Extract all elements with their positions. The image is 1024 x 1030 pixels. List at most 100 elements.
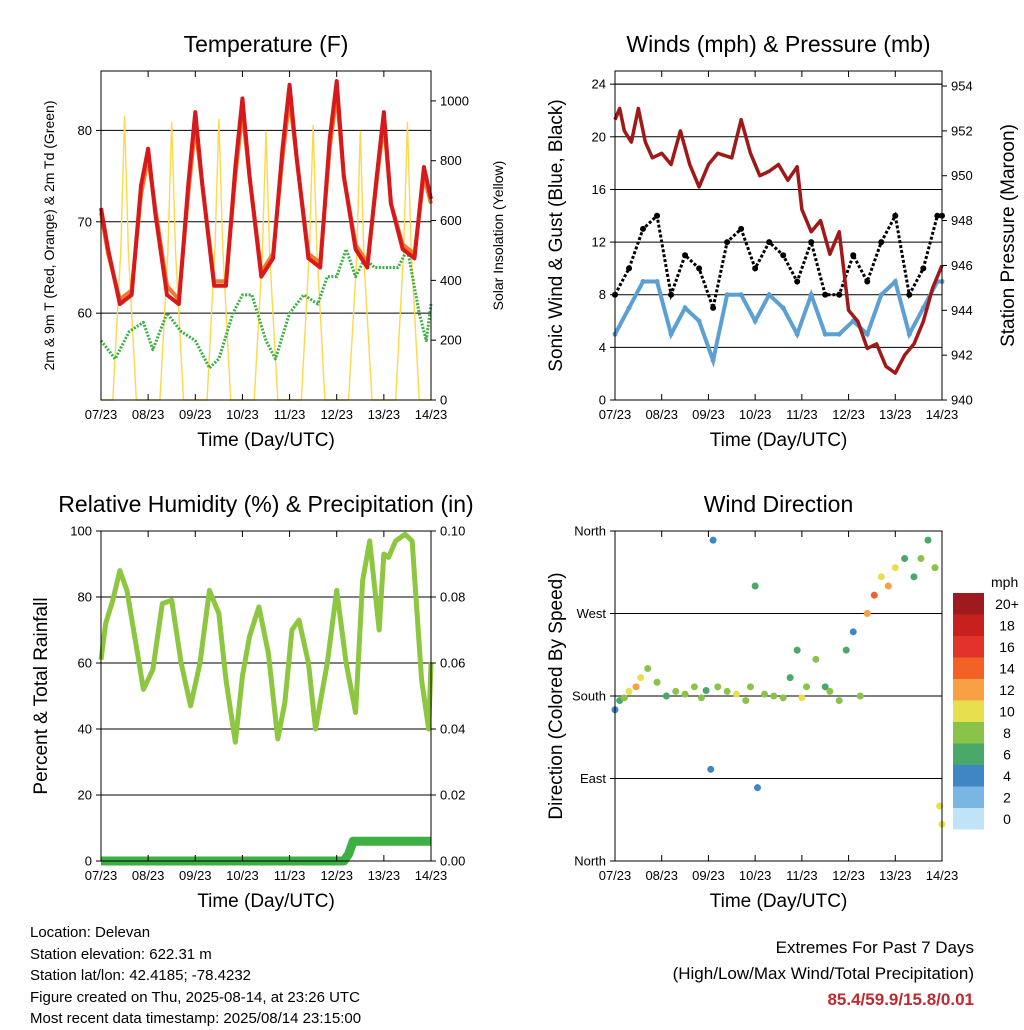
- recent-data-timestamp: Most recent data timestamp: 2025/08/14 2…: [30, 1010, 362, 1027]
- humidity-line: [98, 531, 434, 745]
- x-tick-label: 11/23: [274, 407, 306, 422]
- direction-point: [835, 697, 843, 705]
- direction-point: [690, 683, 698, 691]
- gust-point: [836, 291, 843, 298]
- direction-point: [924, 536, 932, 544]
- wind-point: [640, 279, 646, 285]
- gust-point: [640, 225, 647, 232]
- y-right-tick-label: 0.00: [440, 854, 465, 869]
- x-axis-label: Time (Day/UTC): [710, 430, 848, 451]
- direction-point: [856, 692, 864, 700]
- direction-point: [742, 697, 750, 705]
- y-tick-label: 70: [78, 214, 92, 229]
- direction-point: [821, 683, 829, 691]
- x-tick-label: 08/23: [645, 407, 678, 422]
- extremes-values: 85.4/59.9/15.8/0.01: [827, 990, 974, 1009]
- x-axis-label: Time (Day/UTC): [710, 891, 848, 912]
- wind-point: [682, 305, 688, 311]
- gust-series: [613, 211, 942, 314]
- legend-label: 12: [999, 682, 1015, 698]
- legend-title: mph: [991, 574, 1018, 590]
- wind-point: [864, 331, 870, 337]
- legend-label: 14: [999, 661, 1015, 677]
- gust-point: [934, 212, 941, 219]
- direction-point: [723, 687, 731, 695]
- direction-point: [702, 687, 710, 694]
- y-right-tick-label: 946: [951, 258, 973, 273]
- y-tick-label: 60: [78, 656, 92, 671]
- wind-point: [822, 331, 828, 337]
- y-tick-label: North: [574, 524, 606, 539]
- direction-point: [707, 765, 715, 773]
- direction-point: [901, 555, 909, 562]
- y-tick-label: 60: [78, 306, 92, 321]
- gust-point: [822, 291, 829, 298]
- legend-swatch: [953, 722, 984, 744]
- direction-point: [632, 683, 640, 691]
- direction-point: [644, 665, 652, 672]
- x-tick-label: 13/23: [368, 407, 401, 422]
- wind-point: [878, 292, 884, 298]
- wind-point: [654, 279, 660, 285]
- y-right-tick-label: 1000: [440, 93, 469, 108]
- legend-label: 8: [1003, 725, 1011, 741]
- y-tick-label: South: [572, 689, 606, 704]
- x-tick-label: 10/23: [739, 407, 772, 422]
- direction-point: [753, 784, 761, 792]
- wind-point: [752, 318, 758, 324]
- legend-swatch: [953, 808, 984, 830]
- direction-point: [863, 610, 871, 617]
- x-tick-label: 09/23: [179, 407, 212, 422]
- figure-created: Figure created on Thu, 2025-08-14, at 23…: [30, 988, 360, 1006]
- wind-point: [920, 305, 926, 311]
- y-tick-label: 100: [70, 524, 92, 539]
- direction-point: [770, 692, 778, 700]
- y-tick-label: 20: [78, 788, 92, 803]
- chart-title: Wind Direction: [704, 491, 854, 517]
- y-tick-label: 40: [78, 722, 92, 737]
- legend-swatch: [953, 593, 984, 615]
- wind-point: [626, 305, 632, 311]
- direction-point: [793, 646, 801, 654]
- legend-swatch: [953, 679, 984, 701]
- y-right-tick-label: 0.02: [440, 788, 465, 803]
- y-tick-label: 20: [592, 129, 606, 144]
- y-tick-label: 0: [85, 854, 92, 869]
- wind-point: [668, 331, 674, 337]
- legend-swatch: [953, 657, 984, 679]
- y-right-tick-label: 940: [951, 393, 973, 408]
- gust-point: [752, 265, 759, 272]
- x-tick-label: 14/23: [415, 407, 448, 422]
- legend-swatch: [953, 700, 984, 722]
- direction-point: [786, 674, 794, 682]
- gust-point: [850, 252, 857, 259]
- x-tick-label: 10/23: [739, 868, 772, 883]
- gust-point: [738, 225, 745, 232]
- x-tick-label: 12/23: [832, 407, 865, 422]
- gust-point: [906, 291, 913, 298]
- direction-point: [798, 694, 806, 702]
- gust-point: [710, 304, 717, 311]
- legend-label: 16: [999, 639, 1015, 655]
- y-right-tick-label: 200: [440, 333, 462, 348]
- plot-frame: [100, 70, 432, 401]
- y-right-tick-label: 0.04: [440, 722, 465, 737]
- y-tick-label: North: [574, 854, 606, 869]
- direction-point: [917, 555, 925, 562]
- x-tick-label: 07/23: [85, 407, 118, 422]
- x-tick-label: 09/23: [179, 868, 212, 883]
- y-right-tick-label: 400: [440, 273, 462, 288]
- extremes-box: Extremes For Past 7 Days (High/Low/Max W…: [673, 935, 974, 1013]
- wind-point: [808, 292, 814, 298]
- x-axis-label: Time (Day/UTC): [197, 430, 335, 451]
- temperature-panel: 07/23 08/23 09/23 10/23 11/23 12/23 13/23 14/23…: [41, 31, 506, 451]
- direction-point: [732, 690, 740, 698]
- wind-point: [892, 279, 898, 285]
- wind-point: [766, 292, 772, 298]
- direction-point: [681, 690, 689, 698]
- direction-point: [672, 687, 680, 695]
- gust-point: [794, 278, 801, 285]
- gust-point: [808, 239, 815, 246]
- x-tick-label: 09/23: [692, 868, 725, 883]
- y-right-axis-label: Station Pressure (Maroon): [998, 124, 1019, 347]
